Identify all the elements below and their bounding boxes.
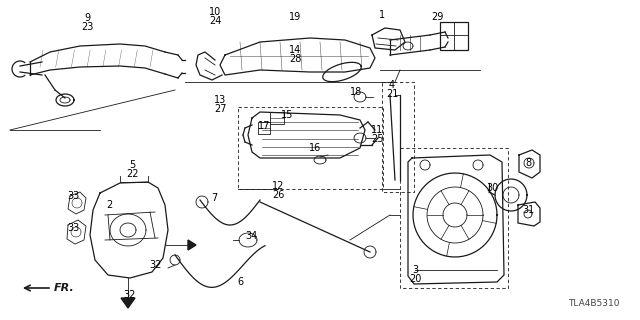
Text: 13: 13 xyxy=(214,95,226,105)
Text: 29: 29 xyxy=(431,12,443,22)
Text: 31: 31 xyxy=(522,205,534,215)
Polygon shape xyxy=(121,298,135,308)
Text: 2: 2 xyxy=(106,200,112,210)
Text: 15: 15 xyxy=(281,110,293,120)
Text: 17: 17 xyxy=(258,121,270,131)
Text: 9: 9 xyxy=(84,13,90,23)
Text: 19: 19 xyxy=(289,12,301,22)
Text: 25: 25 xyxy=(371,134,383,144)
Text: 23: 23 xyxy=(81,22,93,32)
Bar xyxy=(258,122,270,134)
Text: 3: 3 xyxy=(412,265,418,275)
Text: 34: 34 xyxy=(245,231,257,241)
Text: 12: 12 xyxy=(272,181,284,191)
Bar xyxy=(400,148,508,288)
Bar xyxy=(382,82,414,192)
Bar xyxy=(440,22,468,50)
Text: 32: 32 xyxy=(123,290,135,300)
Text: FR.: FR. xyxy=(54,283,75,293)
Text: 10: 10 xyxy=(209,7,221,17)
Text: 1: 1 xyxy=(379,10,385,20)
Text: 28: 28 xyxy=(289,54,301,64)
Text: 32: 32 xyxy=(149,260,161,270)
Text: 6: 6 xyxy=(237,277,243,287)
Text: 21: 21 xyxy=(386,89,398,99)
Text: 8: 8 xyxy=(525,158,531,168)
Text: 30: 30 xyxy=(486,183,498,193)
Text: 33: 33 xyxy=(67,223,79,233)
Text: 5: 5 xyxy=(129,160,135,170)
Text: 24: 24 xyxy=(209,16,221,26)
Text: 11: 11 xyxy=(371,125,383,135)
Text: 33: 33 xyxy=(67,191,79,201)
Bar xyxy=(270,112,284,124)
Bar xyxy=(238,107,383,189)
Text: 4: 4 xyxy=(389,80,395,90)
Polygon shape xyxy=(188,240,196,250)
Text: TLA4B5310: TLA4B5310 xyxy=(568,299,620,308)
Text: 18: 18 xyxy=(350,87,362,97)
Text: 27: 27 xyxy=(214,104,227,114)
Text: 22: 22 xyxy=(125,169,138,179)
Text: 26: 26 xyxy=(272,190,284,200)
Text: 16: 16 xyxy=(309,143,321,153)
Text: 20: 20 xyxy=(409,274,421,284)
Text: 7: 7 xyxy=(211,193,217,203)
Text: 14: 14 xyxy=(289,45,301,55)
